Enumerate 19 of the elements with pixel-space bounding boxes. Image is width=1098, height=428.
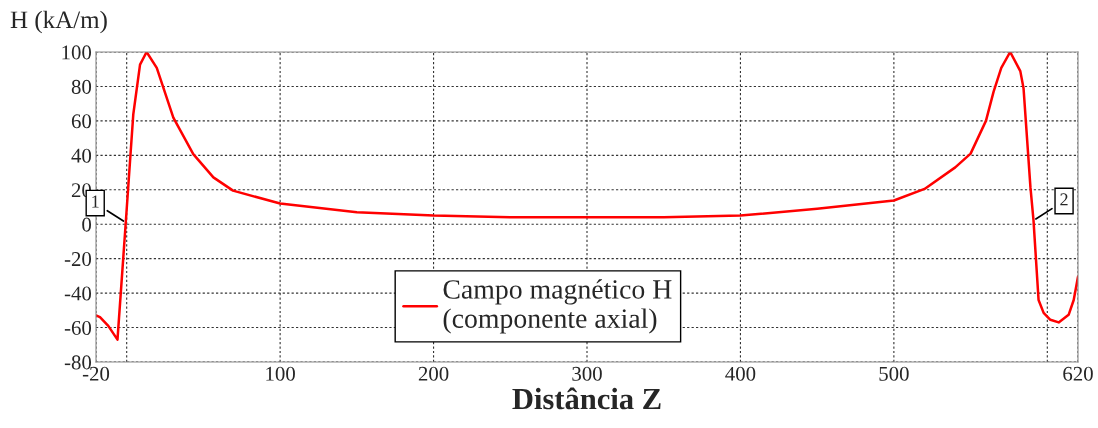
- x-axis-title: Distância Z: [512, 387, 661, 410]
- y-tick-label: 60: [71, 114, 92, 129]
- x-tick-label: 100: [266, 366, 295, 381]
- x-tick-label: 620: [1063, 366, 1093, 381]
- annotation: 1: [92, 195, 99, 208]
- y-tick-label: 0: [82, 217, 92, 232]
- x-tick-label: 200: [418, 366, 449, 381]
- annotation: 2: [1060, 193, 1068, 206]
- x-tick-label: 300: [572, 366, 602, 381]
- y-tick-label: 80: [71, 79, 92, 94]
- y-tick-label: -20: [64, 252, 92, 267]
- x-tick-label: 400: [725, 366, 756, 381]
- y-tick-label: 40: [71, 148, 92, 163]
- legend-label: Campo magnético H (componente axial): [443, 279, 672, 334]
- y-tick-label: -60: [64, 320, 92, 335]
- y-tick-label: -40: [64, 286, 92, 301]
- x-tick-label: 500: [879, 366, 909, 381]
- y-axis-title: H (kA/m): [10, 10, 107, 34]
- y-tick-label: 100: [62, 45, 92, 60]
